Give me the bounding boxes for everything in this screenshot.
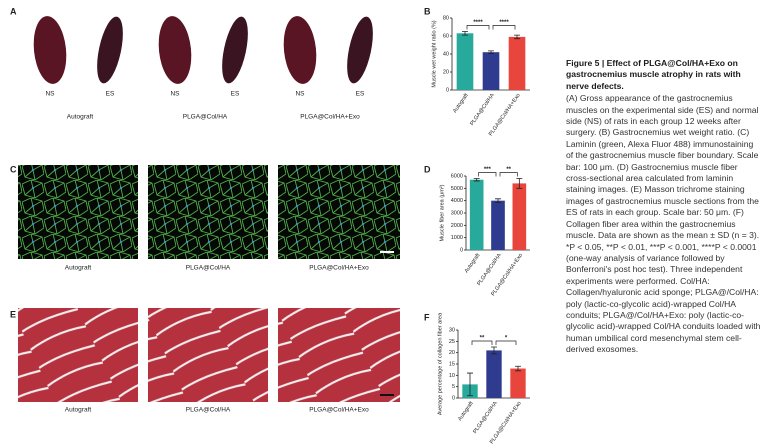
- micrograph: [278, 165, 400, 259]
- muscle-photo: [97, 16, 123, 84]
- bar: [510, 368, 526, 398]
- error-bar: [462, 31, 468, 36]
- y-tick-label: 2000: [451, 223, 463, 229]
- caption-body: (A) Gross appearance of the gastrocnemiu…: [566, 93, 761, 355]
- side-label: NS: [170, 91, 180, 98]
- y-tick-label: 40: [443, 51, 449, 57]
- y-tick-label: 20: [443, 69, 449, 75]
- micrograph: [18, 165, 138, 259]
- panel-label: D: [424, 164, 431, 174]
- y-axis-label: Muscle fiber area (μm²): [439, 184, 445, 241]
- bar: [508, 36, 526, 90]
- error-bar: [488, 50, 494, 54]
- x-tick-label: PLGA@Col/HA: [472, 400, 499, 435]
- y-tick-label: 5000: [451, 186, 463, 192]
- group-label: PLGA@Col/HA: [186, 265, 231, 272]
- group-label: PLGA@Col/HA+Exo: [309, 407, 369, 414]
- y-tick-label: 80: [443, 15, 449, 21]
- error-bar: [467, 372, 473, 397]
- y-tick-label: 10: [449, 373, 455, 379]
- side-label: NS: [295, 91, 305, 98]
- caption-title: Figure 5 | Effect of PLGA@Col/HA+Exo on …: [566, 58, 741, 91]
- y-tick-label: 4000: [451, 198, 463, 204]
- bar: [482, 52, 500, 90]
- significance-bracket: [478, 172, 497, 177]
- x-tick-label: Autograft: [464, 252, 482, 274]
- side-label: ES: [106, 91, 115, 98]
- significance-bracket: [471, 340, 493, 345]
- x-tick-label: PLGA@Col/HA: [469, 92, 496, 127]
- bar: [491, 200, 505, 250]
- y-tick-label: 0: [452, 395, 455, 401]
- scale-bar: [380, 394, 394, 396]
- y-tick-label: 0: [460, 247, 463, 253]
- panel-label: E: [10, 309, 16, 319]
- significance-bracket: [492, 25, 516, 30]
- muscle-photo: [158, 16, 192, 84]
- y-axis-label: Average percentage of collagen fiber are…: [437, 312, 443, 415]
- significance-bracket: [495, 340, 517, 345]
- significance-label: **: [506, 167, 511, 173]
- bar: [512, 183, 527, 250]
- panel-label: F: [424, 312, 430, 322]
- y-tick-label: 3000: [451, 210, 463, 216]
- side-label: NS: [45, 91, 55, 98]
- muscle-photo: [283, 16, 317, 84]
- y-tick-label: 30: [449, 327, 455, 333]
- error-bar: [515, 365, 521, 372]
- panel-label: C: [10, 164, 17, 174]
- error-bar: [514, 34, 520, 40]
- y-tick-label: 25: [449, 339, 455, 345]
- micrograph: [278, 308, 400, 402]
- muscle-photo: [222, 16, 248, 84]
- micrograph: [18, 308, 138, 402]
- muscle-photo: [347, 16, 373, 84]
- bar: [486, 350, 502, 398]
- significance-label: ****: [473, 20, 483, 26]
- group-label: PLGA@Col/HA: [183, 114, 228, 121]
- error-bar: [495, 198, 501, 203]
- y-tick-label: 60: [443, 33, 449, 39]
- group-label: PLGA@Col/HA+Exo: [309, 265, 369, 272]
- significance-label: **: [480, 336, 485, 342]
- group-label: PLGA@Col/HA+Exo: [300, 114, 360, 121]
- y-tick-label: 6000: [451, 173, 463, 179]
- significance-label: ***: [484, 167, 492, 173]
- significance-label: *: [505, 336, 508, 342]
- y-axis-label: Muscle wet weight ratio (%): [431, 20, 437, 87]
- error-bar: [473, 178, 480, 182]
- scale-bar: [380, 251, 394, 253]
- group-label: Autograft: [67, 114, 94, 121]
- error-bar: [491, 346, 497, 355]
- muscle-photo: [33, 16, 67, 84]
- significance-label: ****: [499, 20, 509, 26]
- significance-bracket: [466, 25, 490, 30]
- group-label: PLGA@Col/HA: [186, 407, 231, 414]
- y-tick-label: 5: [452, 384, 455, 390]
- bar: [456, 33, 474, 90]
- y-tick-label: 15: [449, 361, 455, 367]
- figure: A B C D E F NS ES Autograft NS ES PLGA@Col/HA NS ES PL…: [10, 6, 530, 445]
- x-tick-label: Autograft: [452, 92, 470, 114]
- micrograph: [148, 308, 268, 402]
- significance-bracket: [499, 172, 518, 177]
- x-tick-label: Autograft: [457, 400, 475, 422]
- bar: [469, 179, 484, 250]
- side-label: ES: [231, 91, 240, 98]
- panel-label: A: [10, 6, 17, 16]
- group-label: Autograft: [65, 265, 92, 272]
- micrograph: [148, 165, 268, 259]
- group-label: Autograft: [65, 407, 92, 414]
- y-tick-label: 0: [446, 87, 449, 93]
- y-tick-label: 20: [449, 350, 455, 356]
- caption: Figure 5 | Effect of PLGA@Col/HA+Exo on …: [566, 58, 762, 356]
- panel-label: B: [424, 6, 431, 16]
- y-tick-label: 1000: [451, 235, 463, 241]
- error-bar: [516, 178, 523, 189]
- side-label: ES: [356, 91, 365, 98]
